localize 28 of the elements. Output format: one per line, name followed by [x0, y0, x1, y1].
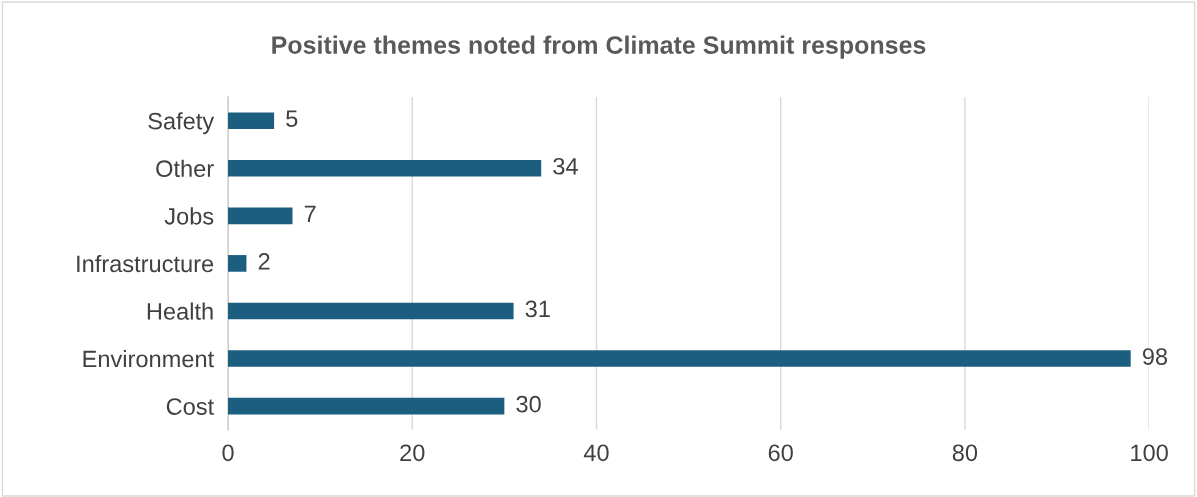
chart-title: Positive themes noted from Climate Summit responses	[272, 35, 926, 59]
y-tick-label: Infrastructure	[77, 254, 214, 273]
y-tick-label: Other	[156, 159, 214, 178]
y-tick-label: Health	[147, 302, 213, 320]
bar	[228, 159, 542, 177]
x-tick-label: 0	[222, 444, 234, 462]
bar	[228, 350, 1131, 367]
data-label: 34	[553, 157, 578, 175]
data-label: 31	[525, 300, 550, 318]
data-label: 30	[516, 395, 541, 413]
data-label: 98	[1142, 348, 1168, 365]
bar	[228, 255, 247, 272]
x-tick-label: 20	[400, 444, 425, 462]
data-label: 5	[286, 110, 298, 128]
y-tick-label: Environment	[83, 349, 214, 368]
bar	[228, 302, 514, 320]
bar	[228, 207, 293, 225]
data-label: 7	[304, 205, 316, 222]
x-tick-label: 100	[1131, 444, 1168, 462]
y-tick-label: Safety	[148, 112, 215, 135]
x-tick-label: 60	[768, 444, 793, 462]
x-tick-label: 80	[952, 444, 978, 462]
x-tick-label: 40	[583, 444, 609, 462]
y-tick-label: Cost	[166, 398, 214, 415]
bar	[228, 397, 505, 415]
y-tick-label: Jobs	[164, 207, 214, 225]
data-label: 2	[258, 253, 270, 270]
bar	[228, 112, 275, 130]
